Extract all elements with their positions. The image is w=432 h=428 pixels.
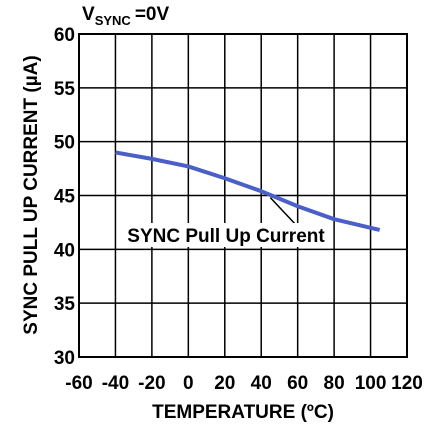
y-tick-label: 55 — [54, 79, 76, 100]
annotation-bg — [121, 223, 331, 247]
x-tick-label: 80 — [324, 373, 345, 394]
x-tick-label: 100 — [355, 373, 387, 394]
y-tick-label: 60 — [54, 25, 75, 46]
x-tick-label: -60 — [65, 373, 92, 394]
y-tick-label: 35 — [54, 294, 76, 315]
x-tick-label: -20 — [138, 373, 165, 394]
x-tick-label: 0 — [183, 373, 194, 394]
x-tick-label: 60 — [287, 373, 308, 394]
y-tick-label: 45 — [54, 187, 76, 208]
title-suffix: =0V — [135, 4, 170, 25]
y-tick-label: 50 — [54, 133, 75, 154]
chart-title: VSYNC =0V — [82, 4, 169, 28]
y-axis-title: SYNC PULL UP CURRENT (µA) — [21, 55, 42, 334]
title-base: V — [82, 4, 95, 25]
series-annotation: SYNC Pull Up Current — [127, 226, 325, 247]
title-subscript: SYNC — [95, 13, 132, 28]
x-tick-label: 40 — [251, 373, 272, 394]
y-tick-label: 40 — [54, 240, 75, 261]
x-tick-label: 120 — [391, 373, 423, 394]
x-axis-title: TEMPERATURE (ºC) — [152, 402, 334, 423]
y-tick-label: 30 — [54, 348, 75, 369]
x-tick-label: 20 — [214, 373, 235, 394]
plot-frame — [78, 33, 408, 358]
x-tick-label: -40 — [102, 373, 129, 394]
annotation-leader — [269, 197, 298, 227]
series-line — [115, 150, 381, 232]
